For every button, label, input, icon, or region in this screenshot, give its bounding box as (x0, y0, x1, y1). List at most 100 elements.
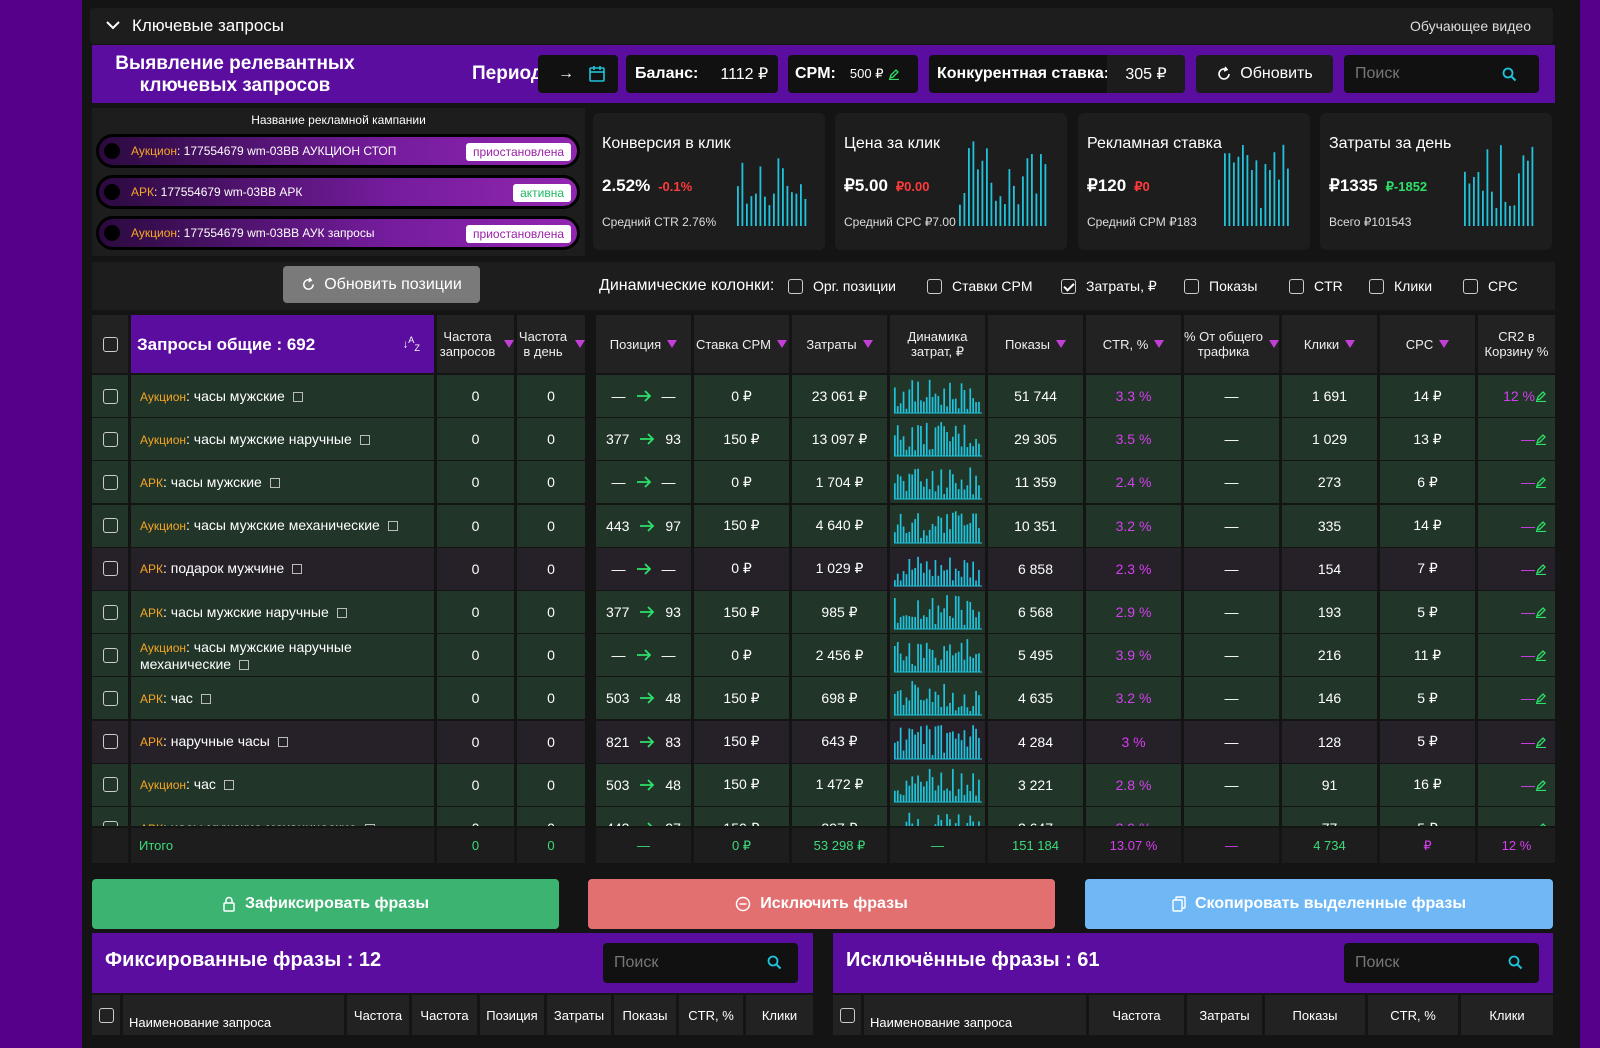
fixed-select-all[interactable] (92, 995, 120, 1035)
fixed-col-frequency[interactable]: Частота (347, 995, 409, 1035)
row-checkbox-cell[interactable] (92, 547, 128, 590)
external-link-icon[interactable] (292, 391, 303, 402)
excluded-col-ctr[interactable]: CTR, % (1368, 995, 1458, 1035)
query-text[interactable]: Аукцион: часы мужские наручные механическ… (140, 639, 352, 672)
checkbox[interactable] (102, 561, 118, 577)
filter-icon[interactable] (1345, 340, 1356, 348)
checkbox[interactable] (1463, 278, 1478, 294)
checkbox[interactable] (102, 388, 118, 404)
sort-az-icon[interactable]: ↓AZ (402, 334, 420, 353)
select-all-checkbox-cell[interactable] (92, 315, 128, 373)
excluded-col-cost[interactable]: Затраты (1187, 995, 1262, 1035)
col-ctr[interactable]: CTR, % (1086, 315, 1181, 373)
external-link-icon[interactable] (292, 564, 303, 575)
col-clicks[interactable]: Клики (1282, 315, 1377, 373)
filter-icon[interactable] (504, 340, 514, 348)
query-text[interactable]: АРК: час (140, 690, 211, 707)
checkbox[interactable] (98, 1007, 114, 1023)
excluded-search-box[interactable]: Поиск (1344, 943, 1539, 983)
col-frequency-day[interactable]: Частота в день (517, 315, 585, 373)
tutorial-video-link[interactable]: Обучающее видео (1409, 18, 1531, 34)
col-cr2[interactable]: CR2 в Корзину % (1478, 315, 1555, 373)
external-link-icon[interactable] (269, 477, 280, 488)
filter-icon[interactable] (1269, 340, 1279, 348)
fixed-col-shows[interactable]: Показы (614, 995, 676, 1035)
col-cost[interactable]: Затраты (792, 315, 887, 373)
period-picker[interactable]: → (538, 55, 618, 93)
checkbox[interactable] (927, 278, 942, 294)
exclude-phrases-button[interactable]: Исключить фразы (588, 879, 1055, 929)
cpm-box[interactable]: CPM: 500 ₽ (788, 55, 918, 93)
external-link-icon[interactable] (336, 607, 347, 618)
checkbox[interactable] (1061, 279, 1076, 294)
search-icon[interactable] (767, 955, 782, 970)
checkbox[interactable] (102, 518, 118, 534)
query-text[interactable]: Аукцион: часы мужские (140, 388, 303, 405)
checkbox[interactable] (1369, 278, 1384, 294)
filter-icon[interactable] (667, 340, 678, 348)
row-checkbox-cell[interactable] (92, 720, 128, 763)
col-position[interactable]: Позиция (596, 315, 691, 373)
row-checkbox-cell[interactable] (92, 634, 128, 677)
filter-icon[interactable] (777, 340, 788, 348)
external-link-icon[interactable] (223, 780, 234, 791)
external-link-icon[interactable] (277, 737, 288, 748)
excluded-col-frequency[interactable]: Частота (1089, 995, 1184, 1035)
edit-icon[interactable] (1535, 476, 1547, 489)
edit-icon[interactable] (1535, 606, 1547, 618)
column-toggle-clicks[interactable]: Клики (1369, 278, 1432, 294)
row-checkbox-cell[interactable] (92, 504, 128, 547)
fixed-col-cost[interactable]: Затраты (547, 995, 611, 1035)
filter-icon[interactable] (862, 340, 873, 348)
filter-icon[interactable] (1154, 340, 1165, 348)
row-checkbox-cell[interactable] (92, 418, 128, 461)
query-text[interactable]: Аукцион: часы мужские наручные (140, 431, 370, 448)
excluded-select-all[interactable] (833, 995, 861, 1035)
column-toggle-org[interactable]: Орг. позиции (788, 278, 896, 294)
fix-phrases-button[interactable]: Зафиксировать фразы (92, 879, 559, 929)
checkbox[interactable] (102, 820, 118, 826)
fixed-col-clicks[interactable]: Клики (746, 995, 813, 1035)
update-positions-button[interactable]: Обновить позиции (283, 266, 480, 303)
excluded-col-name[interactable]: Наименование запроса (864, 995, 1086, 1035)
query-text[interactable]: Аукцион: часы мужские механические (140, 517, 398, 534)
campaign-item[interactable]: Аукцион : 177554679 wm-03BB АУКЦИОН СТОП… (96, 134, 580, 168)
calendar-icon[interactable] (588, 65, 606, 83)
row-checkbox-cell[interactable] (92, 461, 128, 504)
external-link-icon[interactable] (387, 521, 398, 532)
excluded-col-shows[interactable]: Показы (1265, 995, 1365, 1035)
checkbox[interactable] (102, 647, 118, 663)
checkbox[interactable] (102, 734, 118, 750)
edit-icon[interactable] (1535, 390, 1547, 402)
checkbox[interactable] (102, 431, 118, 447)
fixed-col-frequency-day[interactable]: Частота (412, 995, 477, 1035)
column-toggle-cpm[interactable]: Ставки CPM (927, 278, 1033, 294)
fixed-col-name[interactable]: Наименование запроса (123, 995, 344, 1035)
section-header[interactable]: Ключевые запросы Обучающее видео (90, 8, 1553, 44)
filter-icon[interactable] (575, 340, 585, 348)
checkbox[interactable] (1289, 278, 1304, 294)
filter-icon[interactable] (1439, 340, 1450, 348)
external-link-icon[interactable] (200, 693, 211, 704)
checkbox[interactable] (102, 690, 118, 706)
chevron-down-icon[interactable] (104, 16, 122, 34)
refresh-button[interactable]: Обновить (1196, 55, 1333, 93)
checkbox[interactable] (102, 474, 118, 490)
query-text[interactable]: АРК: подарок мужчине (140, 560, 303, 577)
fixed-search-input[interactable]: Поиск (614, 954, 659, 971)
external-link-icon[interactable] (239, 659, 250, 670)
query-text[interactable]: АРК: часы мужские механические (140, 820, 375, 826)
edit-icon[interactable] (888, 68, 900, 80)
column-toggle-cpc[interactable]: CPC (1463, 278, 1518, 294)
checkbox[interactable] (102, 604, 118, 620)
query-text[interactable]: Аукцион: час (140, 776, 234, 793)
filter-icon[interactable] (1055, 340, 1066, 348)
query-text[interactable]: АРК: часы мужские (140, 474, 280, 491)
col-shows[interactable]: Показы (988, 315, 1083, 373)
checkbox[interactable] (102, 777, 118, 793)
campaign-item[interactable]: Аукцион : 177554679 wm-03BB АУК запросы … (96, 216, 580, 250)
row-checkbox-cell[interactable] (92, 591, 128, 633)
query-text[interactable]: АРК: часы мужские наручные (140, 604, 347, 621)
col-traffic-share[interactable]: % От общего трафика (1184, 315, 1279, 373)
col-cpm-bid[interactable]: Ставка CPM (694, 315, 789, 373)
